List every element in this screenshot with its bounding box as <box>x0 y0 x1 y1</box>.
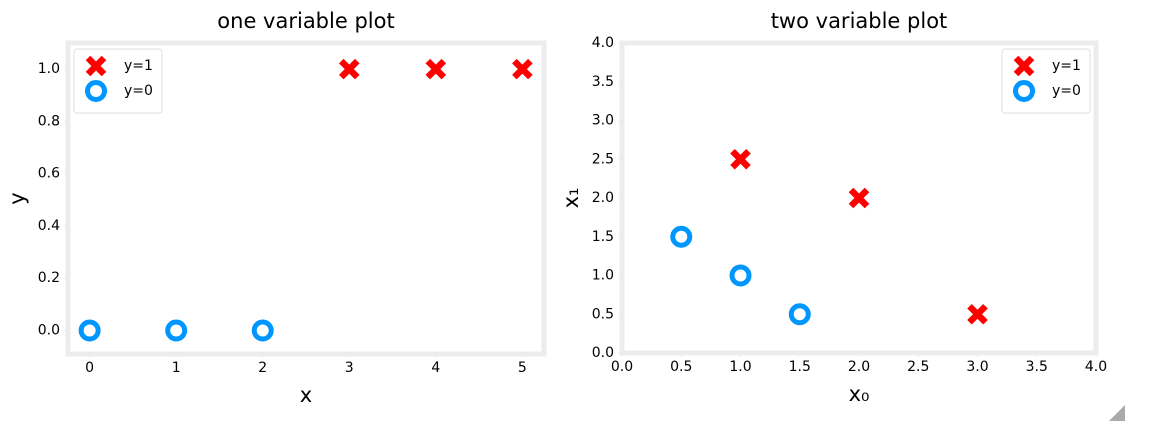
o-marker <box>729 264 752 287</box>
x-marker <box>1013 55 1035 77</box>
x-marker <box>967 303 988 325</box>
resize-handle <box>1109 405 1125 421</box>
x-tick-label: 0.5 <box>670 359 692 375</box>
subplot: one variable plot x y 0 1 2 3 4 5 0.0 0.2 0.4 0.6 0.8… <box>5 9 547 407</box>
chart-title: two variable plot <box>771 9 948 33</box>
legend: y=1 y=0 <box>73 48 163 114</box>
x-marker <box>85 55 107 77</box>
o-marker <box>670 225 693 248</box>
y-tick-label: 1.0 <box>38 61 60 77</box>
y-axis-label: x₁ <box>559 188 583 209</box>
chart-title: one variable plot <box>217 9 394 33</box>
legend-label: y=0 <box>1052 83 1081 99</box>
legend-label: y=0 <box>124 83 153 99</box>
y-tick-label: 1.0 <box>592 268 614 284</box>
legend: y=1 y=0 <box>1001 48 1091 114</box>
y-axis-label: y <box>5 192 29 204</box>
o-marker <box>788 303 811 326</box>
legend-label: y=1 <box>124 58 153 74</box>
x-tick-label: 2 <box>258 360 267 376</box>
y-tick-label: 0.0 <box>592 345 614 361</box>
x-marker <box>730 148 751 170</box>
y-tick-label: 0.5 <box>592 306 614 322</box>
x-tick-label: 4.0 <box>1085 359 1107 375</box>
y-tick-label: 3.5 <box>592 74 614 90</box>
x-tick-label: 1.0 <box>729 359 751 375</box>
o-marker <box>85 80 107 102</box>
subplot: two variable plot x₀ x₁ 0.0 0.5 1.0 1.5 2.0 2.5 3… <box>559 9 1107 406</box>
o-marker <box>78 319 101 342</box>
x-tick-label: 1 <box>172 360 181 376</box>
x-marker <box>512 58 533 80</box>
y-tick-label: 0.8 <box>38 113 60 129</box>
legend-label: y=1 <box>1052 58 1081 74</box>
y-tick-label: 0.0 <box>38 322 60 338</box>
x-tick-label: 0 <box>85 360 94 376</box>
x-tick-label: 4 <box>431 360 440 376</box>
y-tick-label: 3.0 <box>592 113 614 129</box>
o-marker <box>251 319 274 342</box>
y-tick-label: 4.0 <box>592 35 614 51</box>
o-marker <box>1013 80 1035 102</box>
x-marker <box>848 187 870 209</box>
y-tick-label: 0.6 <box>38 166 60 182</box>
y-tick-label: 0.2 <box>38 270 60 286</box>
y-tick-label: 1.5 <box>592 229 614 245</box>
x-axis-label: x <box>300 383 312 407</box>
x-marker <box>338 58 360 80</box>
y-tick-label: 2.5 <box>592 151 614 167</box>
x-tick-label: 2.5 <box>907 359 929 375</box>
x-tick-label: 3 <box>345 360 354 376</box>
x-tick-label: 5 <box>518 360 527 376</box>
x-marker <box>425 58 447 80</box>
x-tick-label: 0.0 <box>611 359 633 375</box>
x-axis-label: x₀ <box>849 382 870 406</box>
x-tick-label: 2.0 <box>848 359 870 375</box>
y-tick-label: 2.0 <box>592 190 614 206</box>
x-tick-label: 3.0 <box>966 359 988 375</box>
x-tick-label: 1.5 <box>789 359 811 375</box>
x-tick-label: 3.5 <box>1026 359 1048 375</box>
o-marker <box>165 319 188 342</box>
y-tick-label: 0.4 <box>38 218 60 234</box>
